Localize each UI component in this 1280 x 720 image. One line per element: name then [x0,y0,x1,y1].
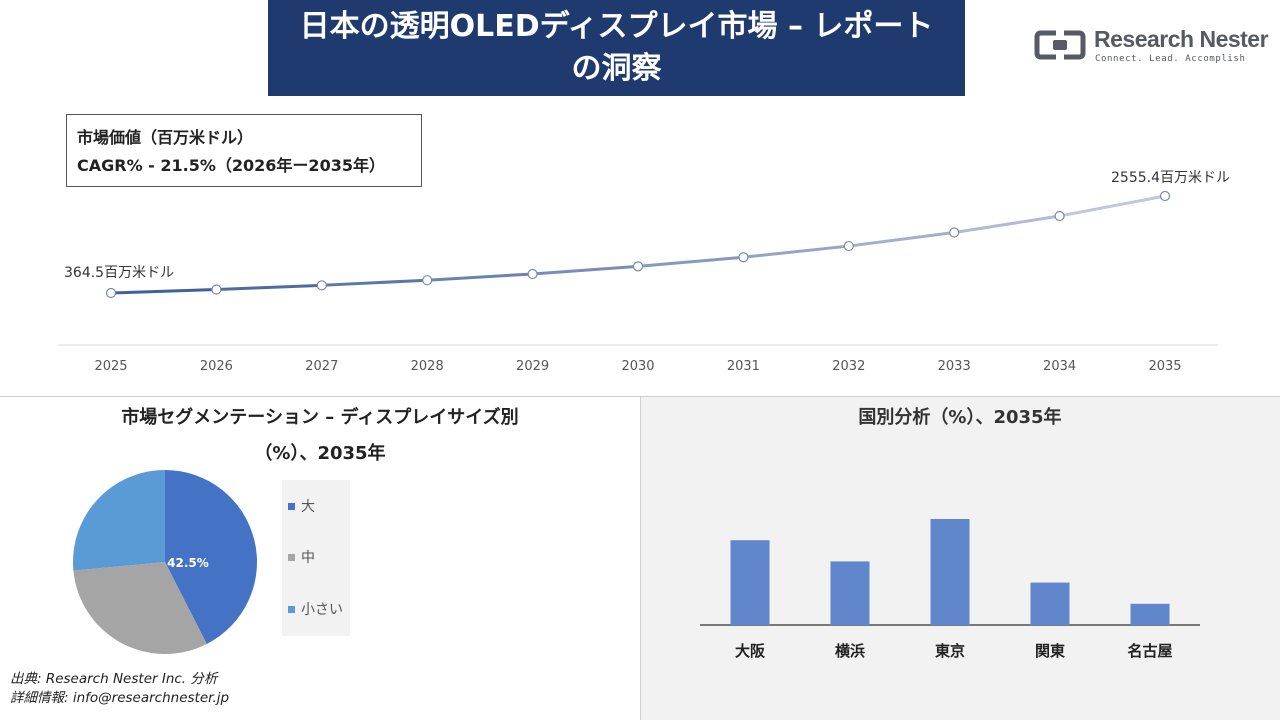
x-tick-label: 2027 [305,359,338,374]
data-point [949,227,960,238]
source-line: 出典: Research Nester Inc. 分析 [10,671,218,687]
series-line-segment [320,278,429,287]
x-tick-label: 関東 [1035,642,1065,660]
data-point [527,268,538,280]
x-tick-label: 2032 [832,359,865,374]
cagr-label: CAGR% - 21.5%（2026年ー2035年） [77,156,385,175]
country-bar [830,561,870,625]
x-tick-label: 東京 [935,642,965,660]
country-bar [730,540,770,625]
legend-swatch [288,553,295,561]
x-tick-label: 2034 [1043,359,1076,374]
display-size-pie-chart: 42.5% [73,470,258,654]
country-bar [930,519,970,625]
legend-item-small: 小さい [288,599,343,619]
country-bar [1130,603,1170,625]
x-tick-label: 2031 [727,359,760,374]
x-tick-label: 大阪 [735,642,766,660]
legend-swatch [288,605,295,613]
market-value-line-chart: 2025 2026 2027 2028 2029 2030 2031 2032 2033 2034… [58,170,1230,374]
x-tick-label: 2026 [200,359,233,374]
logo-tagline: Connect. Lead. Accomplish [1095,54,1246,64]
legend-swatch [288,502,295,510]
series-line-segment [952,214,1062,234]
pie-slice-small [73,470,165,571]
market-value-box: 市場価値（百万米ドル） CAGR% - 21.5%（2026年ー2035年） [66,114,422,187]
series-line-segment [636,255,745,268]
section-divider [0,396,1280,397]
market-value-label: 市場価値（百万米ドル） [77,128,254,147]
series-line-segment [109,288,218,295]
data-point [843,240,854,252]
segment-chart-title: 市場セグメンテーション – ディスプレイサイズ別 （%）、2035年 [121,407,519,464]
series-line-segment [741,244,851,259]
pie-slice-medium [73,562,207,654]
x-tick-label: 2025 [94,359,127,374]
data-point [211,284,222,295]
page-title: 日本の透明OLEDディスプレイ市場 – レポートの洞察 [268,0,965,96]
data-point [316,280,327,291]
pie-slice-large [165,470,258,644]
x-tick-label: 2030 [621,359,654,374]
x-tick-label: 2029 [516,359,549,374]
source-note: 出典: Research Nester Inc. 分析 詳細情報: info@r… [10,670,229,708]
data-point [632,261,644,272]
x-tick-label: 2035 [1148,359,1181,374]
x-tick-label: 2033 [938,359,971,374]
x-tick-label: 2028 [411,359,444,374]
x-tick-label: 横浜 [835,642,865,660]
data-point [738,252,749,263]
research-nester-logo-icon [1034,30,1086,60]
pie-data-label: 42.5% [167,556,209,570]
series-line-segment [425,272,535,282]
data-point [1159,190,1171,202]
series-line-segment [847,230,956,248]
country-bar [1030,582,1070,625]
series-line-segment [1058,194,1167,218]
data-label-start: 364.5百万米ドル [64,265,174,281]
data-point [1054,210,1065,222]
data-label-end: 2555.4百万米ドル [1111,170,1230,186]
logo-name: Research Nester [1094,26,1269,52]
x-tick-label: 名古屋 [1127,642,1172,660]
country-bar-chart: 大阪 横浜 東京 関東 名古屋 [700,519,1200,660]
series-line-segment [214,283,324,292]
legend-item-large: 大 [288,496,315,516]
company-logo: Research Nester Connect. Lead. Accomplis… [1034,26,1269,68]
legend-item-medium: 中 [288,547,315,567]
data-point [422,275,433,286]
pie-legend: 大 中 小さい [282,480,350,636]
country-chart-title: 国別分析（%）、2035年 [858,407,1062,428]
contact-line: 詳細情報: info@researchnester.jp [10,690,230,706]
series-line-segment [531,264,640,276]
data-point [105,287,117,299]
